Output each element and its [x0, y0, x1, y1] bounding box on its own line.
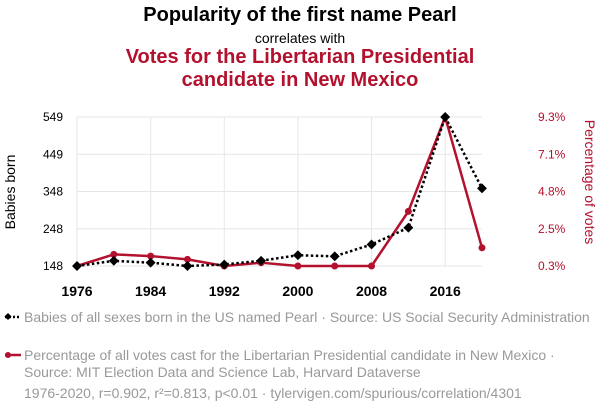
gridlines [76, 116, 482, 267]
data-point-babies [403, 222, 414, 233]
legend-text-votes: Percentage of all votes cast for the Lib… [24, 347, 555, 380]
right-tick-label: 2.5% [538, 222, 566, 236]
right-tick-label: 4.8% [538, 185, 566, 199]
x-tick-label: 1992 [209, 283, 240, 299]
x-tick-label: 2008 [356, 283, 387, 299]
right-axis-ticks: 9.3% 7.1% 4.8% 2.5% 0.3% [538, 110, 566, 273]
left-axis-ticks: 549 449 348 248 148 [43, 110, 63, 273]
x-tick-label: 1984 [135, 283, 166, 299]
left-tick-label: 348 [43, 185, 63, 199]
series-votes [73, 113, 486, 270]
data-point-babies [366, 239, 377, 250]
chart-title: Popularity of the first name Pearl [143, 4, 457, 26]
right-axis-label: Percentage of votes [582, 120, 598, 245]
left-tick-label: 449 [43, 147, 63, 161]
data-point-votes [368, 262, 376, 270]
data-point-babies [108, 255, 119, 266]
legend-swatch-babies-icon [4, 312, 21, 321]
data-point-babies [329, 251, 340, 262]
chart-title-secondary: Votes for the Libertarian Presidential c… [125, 46, 475, 91]
x-tick-label: 1976 [61, 283, 92, 299]
data-point-votes [183, 255, 191, 263]
left-tick-label: 148 [43, 259, 63, 273]
legend-text-babies: Babies of all sexes born in the US named… [24, 309, 590, 325]
legend-swatch-votes-icon [5, 352, 21, 358]
chart-plot: 549 449 348 248 148 9.3% 7.1% 4.8% 2.5% 0.3% 197… [2, 110, 598, 299]
chart-connector: correlates with [254, 30, 346, 46]
x-tick-label: 2000 [282, 283, 313, 299]
data-point-babies [477, 183, 487, 194]
right-tick-label: 9.3% [538, 110, 566, 124]
left-tick-label: 549 [43, 110, 63, 124]
data-point-votes [404, 207, 412, 215]
data-point-votes [478, 244, 486, 252]
data-point-votes [147, 252, 155, 260]
data-point-babies [182, 261, 193, 271]
right-tick-label: 0.3% [538, 259, 566, 273]
x-axis-ticks: 1976 1984 1992 2000 2008 2016 [61, 283, 461, 299]
data-point-babies [72, 261, 82, 271]
data-point-babies [256, 255, 267, 266]
right-tick-label: 7.1% [538, 147, 566, 161]
data-point-babies [219, 259, 230, 270]
series-line-votes [76, 115, 484, 268]
left-axis-label: Babies born [2, 155, 18, 230]
data-point-votes [110, 250, 118, 258]
data-point-votes [294, 262, 302, 270]
data-point-babies [145, 257, 156, 268]
data-point-babies [292, 250, 303, 261]
chart-footer: 1976-2020, r=0.902, r²=0.813, p<0.01 · t… [24, 385, 522, 401]
data-point-babies [440, 112, 451, 122]
data-point-votes [331, 262, 339, 270]
x-tick-label: 2016 [430, 283, 461, 299]
left-tick-label: 248 [43, 222, 63, 236]
